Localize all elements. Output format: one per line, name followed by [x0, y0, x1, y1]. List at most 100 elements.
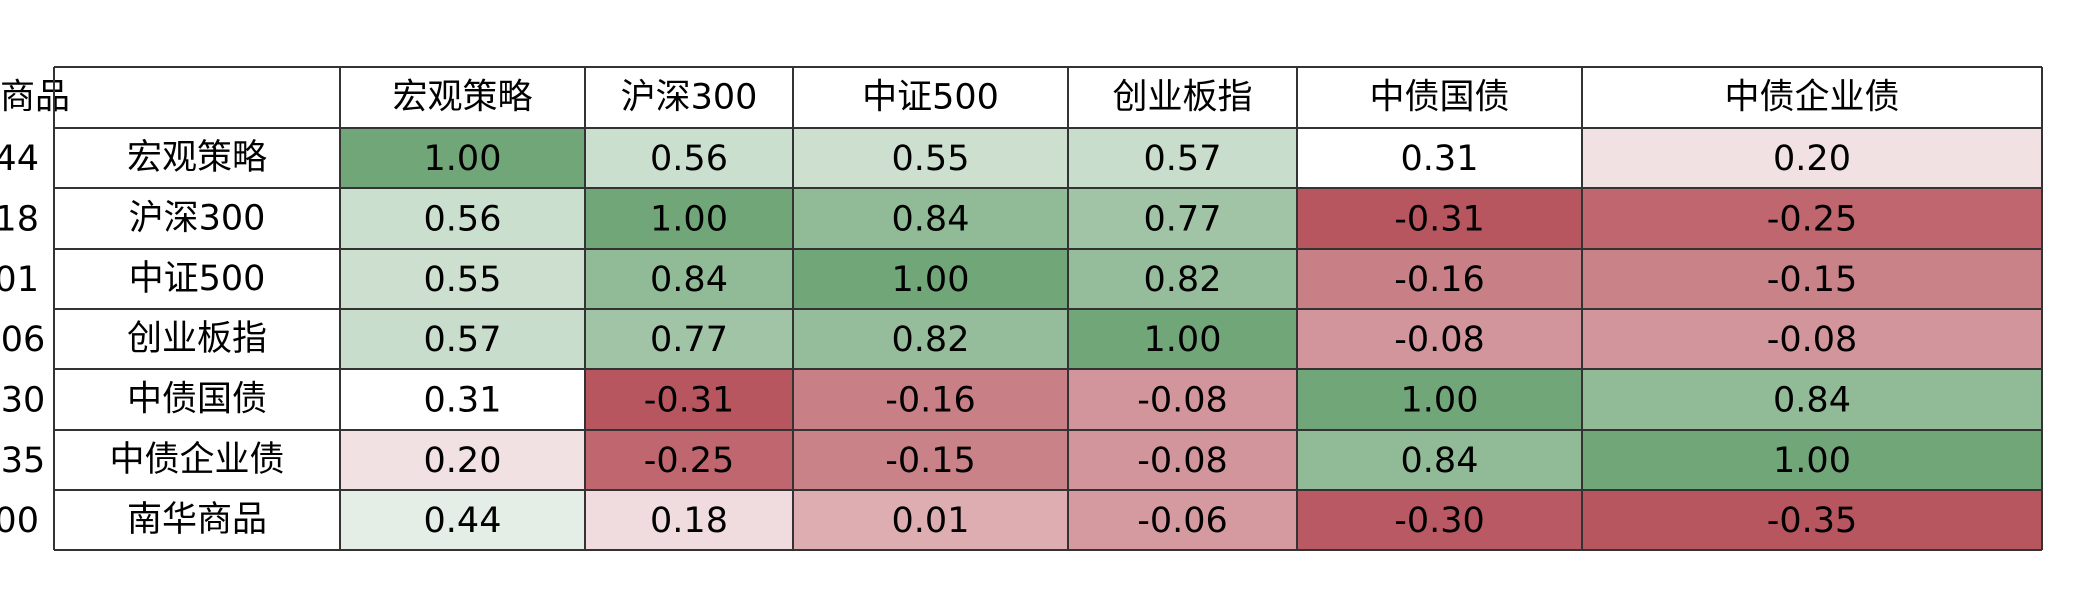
- heatmap-cell-4-2: [793, 369, 1068, 430]
- column-header-1: 沪深300: [621, 78, 758, 118]
- cell-value-0-6: 0.44: [0, 139, 39, 179]
- cell-value-4-4: 1.00: [1401, 381, 1479, 421]
- heatmap-cell-3-5: [1582, 309, 2042, 369]
- heatmap-cell-4-0: [340, 369, 585, 430]
- heatmap-cell-2-2: [793, 249, 1068, 309]
- cell-value-0-3: 0.57: [1144, 139, 1222, 179]
- cell-value-3-0: 0.57: [424, 320, 502, 360]
- heatmap-cell-6-5: [1582, 490, 2042, 550]
- cell-value-0-5: 0.20: [1773, 139, 1851, 179]
- cell-value-2-0: 0.55: [424, 260, 502, 300]
- heatmap-cell-1-3: [1068, 188, 1297, 249]
- row-header-3: 创业板指: [127, 319, 267, 359]
- cell-value-6-4: -0.30: [1394, 501, 1485, 541]
- heatmap-cell-5-1: [585, 430, 793, 490]
- cell-value-5-0: 0.20: [424, 441, 502, 481]
- heatmap-cell-6-4: [1297, 490, 1582, 550]
- cell-value-3-5: -0.08: [1767, 320, 1858, 360]
- heatmap-cell-4-1: [585, 369, 793, 430]
- heatmap-cell-3-4: [1297, 309, 1582, 369]
- heatmap-cell-4-3: [1068, 369, 1297, 430]
- heatmap-cell-0-2: [793, 128, 1068, 188]
- heatmap-cell-6-1: [585, 490, 793, 550]
- cell-value-2-4: -0.16: [1394, 260, 1485, 300]
- cell-value-4-3: -0.08: [1137, 381, 1228, 421]
- cell-value-5-4: 0.84: [1401, 441, 1479, 481]
- cell-value-6-2: 0.01: [892, 501, 970, 541]
- cell-value-1-2: 0.84: [892, 200, 970, 240]
- heatmap-cell-3-1: [585, 309, 793, 369]
- heatmap-cell-5-5: [1582, 430, 2042, 490]
- cell-value-3-1: 0.77: [650, 320, 728, 360]
- heatmap-cell-5-4: [1297, 430, 1582, 490]
- cell-value-0-0: 1.00: [424, 139, 502, 179]
- cell-value-5-5: 1.00: [1773, 441, 1851, 481]
- cell-value-3-6: -0.06: [0, 320, 45, 360]
- heatmap-cell-2-0: [340, 249, 585, 309]
- heatmap-cell-1-0: [340, 188, 585, 249]
- cell-value-3-4: -0.08: [1394, 320, 1485, 360]
- cell-value-2-1: 0.84: [650, 260, 728, 300]
- cell-value-3-3: 1.00: [1144, 320, 1222, 360]
- cell-value-6-5: -0.35: [1767, 501, 1858, 541]
- heatmap-cell-0-3: [1068, 128, 1297, 188]
- cell-value-5-3: -0.08: [1137, 441, 1228, 481]
- heatmap-cell-6-0: [340, 490, 585, 550]
- heatmap-cell-6-2: [793, 490, 1068, 550]
- cell-value-2-6: 0.01: [0, 260, 39, 300]
- heatmap-cell-3-2: [793, 309, 1068, 369]
- heatmap-cell-1-2: [793, 188, 1068, 249]
- heatmap-cell-0-0: [340, 128, 585, 188]
- cell-value-3-2: 0.82: [892, 320, 970, 360]
- heatmap-cell-2-3: [1068, 249, 1297, 309]
- cell-value-1-5: -0.25: [1767, 200, 1858, 240]
- row-header-5: 中债企业债: [109, 440, 284, 480]
- cell-value-4-1: -0.31: [644, 381, 735, 421]
- cell-value-4-6: -0.30: [0, 381, 45, 421]
- column-header-4: 中债国债: [1369, 78, 1509, 118]
- row-header-1: 沪深300: [129, 199, 266, 239]
- cell-value-4-5: 0.84: [1773, 381, 1851, 421]
- cell-value-1-6: 0.18: [0, 200, 39, 240]
- heatmap-cell-4-5: [1582, 369, 2042, 430]
- cell-value-4-0: 0.31: [424, 381, 502, 421]
- heatmap-cell-0-1: [585, 128, 793, 188]
- column-header-6: 南华商品: [0, 78, 70, 118]
- heatmap-cell-0-5: [1582, 128, 2042, 188]
- heatmap-cell-5-2: [793, 430, 1068, 490]
- heatmap-cell-6-3: [1068, 490, 1297, 550]
- heatmap-cell-5-0: [340, 430, 585, 490]
- cell-value-1-1: 1.00: [650, 200, 728, 240]
- heatmap-cell-2-1: [585, 249, 793, 309]
- heatmap-cell-3-0: [340, 309, 585, 369]
- heatmap-cell-1-5: [1582, 188, 2042, 249]
- cell-value-2-5: -0.15: [1767, 260, 1858, 300]
- cell-value-5-6: -0.35: [0, 441, 45, 481]
- cell-value-6-0: 0.44: [424, 501, 502, 541]
- column-header-3: 创业板指: [1112, 78, 1252, 118]
- cell-value-2-3: 0.82: [1144, 260, 1222, 300]
- heatmap-cell-2-5: [1582, 249, 2042, 309]
- cell-value-6-3: -0.06: [1137, 501, 1228, 541]
- heatmap-cell-1-4: [1297, 188, 1582, 249]
- cell-value-0-2: 0.55: [892, 139, 970, 179]
- column-header-2: 中证500: [862, 78, 999, 118]
- heatmap-cell-2-4: [1297, 249, 1582, 309]
- heatmap-cell-0-4: [1297, 128, 1582, 188]
- row-header-2: 中证500: [129, 259, 266, 299]
- column-header-0: 宏观策略: [392, 78, 532, 118]
- heatmap-cell-3-3: [1068, 309, 1297, 369]
- cell-value-6-1: 0.18: [650, 501, 728, 541]
- cell-value-1-3: 0.77: [1144, 200, 1222, 240]
- cell-value-5-1: -0.25: [644, 441, 735, 481]
- cell-value-2-2: 1.00: [892, 260, 970, 300]
- row-header-0: 宏观策略: [127, 138, 267, 178]
- cell-value-4-2: -0.16: [885, 381, 976, 421]
- cell-value-1-0: 0.56: [424, 200, 502, 240]
- heatmap-cell-5-3: [1068, 430, 1297, 490]
- cell-value-1-4: -0.31: [1394, 200, 1485, 240]
- heatmap-cell-4-4: [1297, 369, 1582, 430]
- row-header-4: 中债国债: [127, 380, 267, 420]
- column-header-5: 中债企业债: [1724, 78, 1899, 118]
